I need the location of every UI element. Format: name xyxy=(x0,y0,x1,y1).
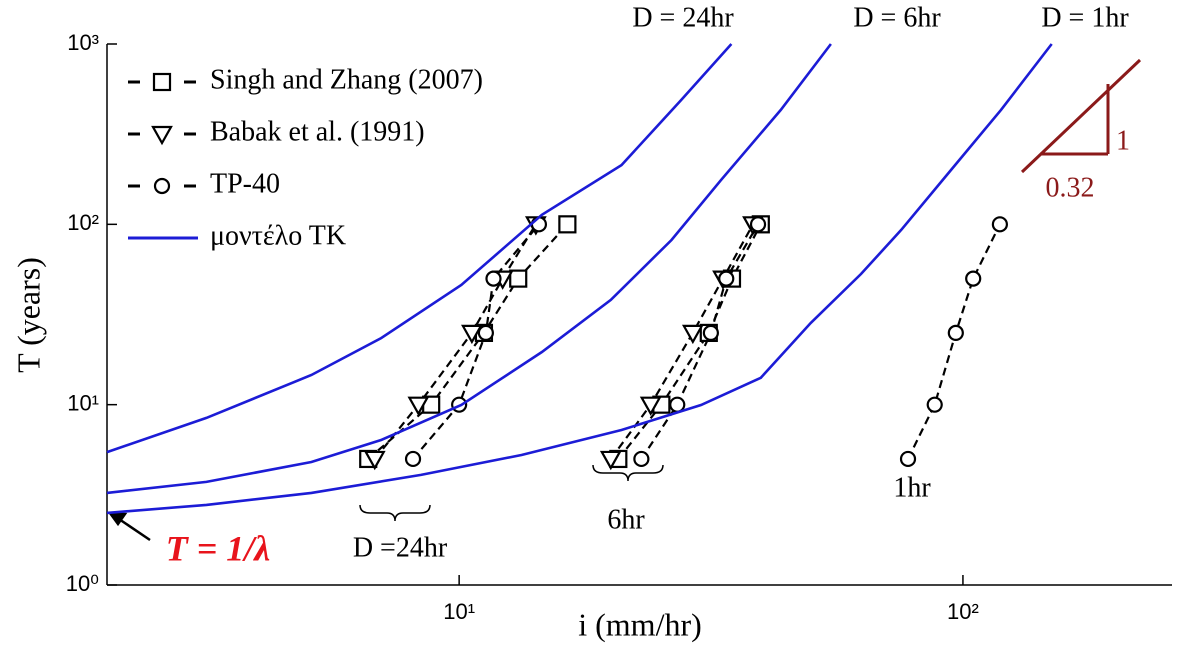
marker xyxy=(363,450,386,471)
series-line xyxy=(373,223,754,460)
marker xyxy=(718,270,735,287)
marker xyxy=(749,216,767,233)
annotation: 1hr xyxy=(893,472,931,503)
annotation: 1 xyxy=(1116,125,1130,156)
marker xyxy=(461,324,483,345)
marker xyxy=(509,269,528,288)
marker xyxy=(152,72,172,92)
brace xyxy=(359,504,431,522)
y-tick-label: 10⁰ xyxy=(66,571,99,596)
marker xyxy=(477,324,494,342)
legend-label: μοντέλο ΤΚ xyxy=(210,220,346,251)
legend-label: Babak et al. (1991) xyxy=(210,116,425,147)
braces xyxy=(359,464,664,522)
marker xyxy=(407,396,430,416)
arrow xyxy=(107,511,151,542)
marker xyxy=(899,450,917,468)
x-tick-label: 10² xyxy=(947,599,979,624)
annotation: D = 1hr xyxy=(1041,2,1129,33)
y-tick-label: 10¹ xyxy=(67,390,99,415)
y-axis-label: T (years) xyxy=(10,257,46,373)
x-tick-label: 10¹ xyxy=(443,599,475,624)
annotation: T = 1/λ xyxy=(166,528,271,568)
legend-label: Singh and Zhang (2007) xyxy=(210,64,483,95)
slope-triangle xyxy=(1020,58,1142,174)
marker xyxy=(558,215,577,234)
series xyxy=(106,43,1053,515)
brace xyxy=(592,464,664,482)
marker xyxy=(965,270,982,287)
x-axis-label: i (mm/hr) xyxy=(578,606,702,642)
annotation: D =24hr xyxy=(353,532,448,563)
axes xyxy=(106,44,1172,586)
marker xyxy=(681,324,704,345)
marker xyxy=(633,450,650,468)
series-line xyxy=(106,43,1053,515)
marker xyxy=(153,177,171,195)
marker xyxy=(991,216,1008,233)
series xyxy=(363,216,764,471)
marker xyxy=(639,396,662,416)
annotation: D = 24hr xyxy=(632,2,734,33)
marker xyxy=(151,125,173,146)
marker xyxy=(404,450,422,468)
arrow-head xyxy=(107,511,128,527)
annotation: 0.32 xyxy=(1046,172,1095,203)
marker xyxy=(702,324,719,342)
annotation: D = 6hr xyxy=(853,2,941,33)
marker xyxy=(530,216,548,233)
legend-label: TP-40 xyxy=(210,168,280,199)
y-tick-label: 10² xyxy=(67,210,99,235)
y-tick-label: 10³ xyxy=(67,30,99,55)
marker xyxy=(599,450,622,471)
marker xyxy=(485,270,502,287)
series-line xyxy=(412,223,1001,460)
marker xyxy=(947,324,964,342)
annotation: 6hr xyxy=(607,504,645,535)
marker xyxy=(926,396,943,413)
